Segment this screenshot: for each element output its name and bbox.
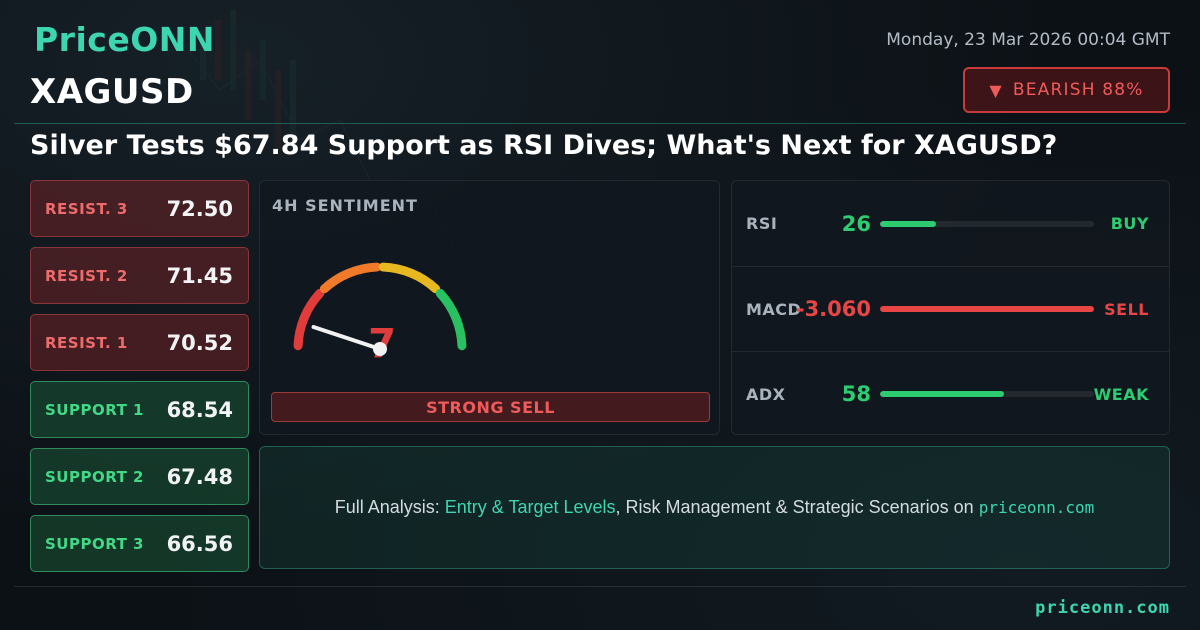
resistance-level: RESIST. 1 70.52 — [30, 314, 249, 371]
indicator-signal: SELL — [1104, 299, 1149, 319]
indicator-bar — [880, 391, 1094, 397]
support-level: SUPPORT 3 66.56 — [30, 515, 249, 572]
indicator-bar — [880, 220, 1094, 227]
indicator-bar — [880, 306, 1094, 312]
cta-middle: , Risk Management & Strategic Scenarios … — [615, 497, 979, 517]
brand-logo: PriceONN — [34, 20, 216, 59]
level-value: 72.50 — [166, 196, 233, 221]
level-label: SUPPORT 3 — [45, 534, 144, 553]
bias-label: BEARISH 88% — [1012, 80, 1144, 100]
header-divider — [14, 123, 1186, 124]
indicator-signal: WEAK — [1093, 384, 1149, 404]
indicator-bar-fill — [880, 306, 1094, 312]
timestamp: Monday, 23 Mar 2026 00:04 GMT — [886, 30, 1170, 50]
indicator-row-rsi: RSI 26 BUY — [732, 181, 1169, 266]
gauge-hub — [373, 342, 387, 356]
gauge-segment — [319, 262, 382, 294]
level-value: 68.54 — [166, 397, 233, 422]
indicator-bar-fill — [880, 220, 936, 227]
indicator-bar-fill — [880, 391, 1005, 397]
indicator-row-adx: ADX 58 WEAK — [732, 351, 1169, 436]
cta-site-link[interactable]: priceonn.com — [978, 498, 1095, 517]
bias-badge: ▼ BEARISH 88% — [963, 67, 1170, 113]
level-value: 67.48 — [166, 464, 233, 489]
indicator-value: 58 — [841, 382, 871, 406]
footer-divider — [14, 586, 1186, 587]
indicator-row-macd: MACD -3.060 SELL — [732, 266, 1169, 351]
support-level: SUPPORT 1 68.54 — [30, 381, 249, 438]
sentiment-panel: 4H SENTIMENT 7 STRONG SELL — [259, 180, 720, 435]
level-label: RESIST. 1 — [45, 333, 128, 352]
indicator-name: ADX — [746, 384, 786, 404]
full-analysis-banner[interactable]: Full Analysis: Entry & Target Levels , R… — [259, 446, 1170, 569]
indicators-panel: RSI 26 BUY MACD -3.060 SELL ADX 58 WEAK — [731, 180, 1170, 435]
resistance-level: RESIST. 2 71.45 — [30, 247, 249, 304]
indicator-value: -3.060 — [795, 297, 871, 321]
footer-site-link[interactable]: priceonn.com — [1035, 598, 1170, 618]
gauge-segment — [293, 288, 325, 351]
level-value: 71.45 — [166, 263, 233, 288]
gauge-segment — [378, 262, 441, 294]
gauge-segment — [435, 288, 467, 351]
support-level: SUPPORT 2 67.48 — [30, 448, 249, 505]
level-label: SUPPORT 2 — [45, 467, 144, 486]
sentiment-label: STRONG SELL — [271, 392, 710, 422]
sentiment-gauge: 7 — [293, 262, 467, 367]
indicator-signal: BUY — [1110, 214, 1149, 233]
level-label: SUPPORT 1 — [45, 400, 144, 419]
indicator-name: MACD — [746, 299, 802, 319]
level-value: 70.52 — [166, 330, 233, 355]
resistance-level: RESIST. 3 72.50 — [30, 180, 249, 237]
level-label: RESIST. 3 — [45, 199, 128, 218]
sentiment-title: 4H SENTIMENT — [272, 196, 418, 215]
level-label: RESIST. 2 — [45, 266, 128, 285]
gauge-needle — [311, 324, 382, 351]
cta-prefix: Full Analysis: — [334, 497, 445, 517]
symbol-title: XAGUSD — [30, 72, 194, 112]
indicator-name: RSI — [746, 214, 778, 233]
indicator-value: 26 — [841, 211, 871, 236]
down-triangle-icon: ▼ — [989, 80, 1003, 100]
headline: Silver Tests $67.84 Support as RSI Dives… — [30, 130, 1058, 161]
level-value: 66.56 — [166, 531, 233, 556]
levels-list: RESIST. 3 72.50 RESIST. 2 71.45 RESIST. 1 70.… — [30, 180, 249, 582]
cta-highlight: Entry & Target Levels — [444, 497, 616, 517]
